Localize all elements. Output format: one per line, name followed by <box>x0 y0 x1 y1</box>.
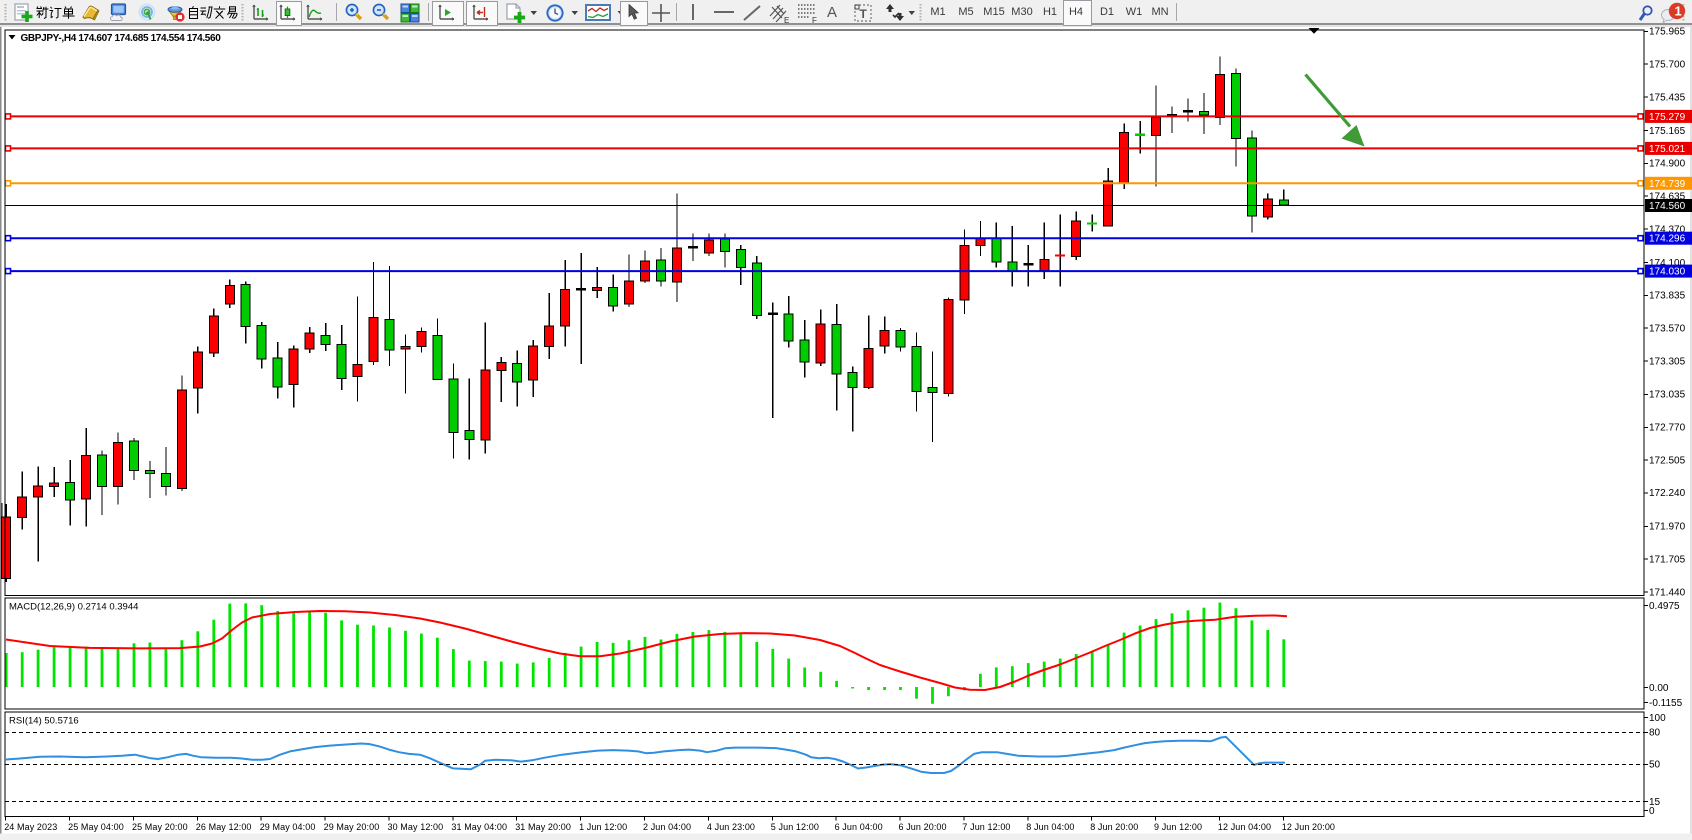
svg-text:15: 15 <box>1649 797 1661 808</box>
svg-text:1: 1 <box>1675 4 1682 19</box>
svg-text:173.835: 173.835 <box>1649 291 1686 302</box>
svg-text:F: F <box>812 16 817 24</box>
svg-text:29 May 04:00: 29 May 04:00 <box>260 822 316 832</box>
svg-text:6 Jun 20:00: 6 Jun 20:00 <box>899 822 947 832</box>
svg-text:80: 80 <box>1649 728 1661 739</box>
svg-text:24 May 2023: 24 May 2023 <box>4 822 57 832</box>
svg-text:173.570: 173.570 <box>1649 323 1686 334</box>
svg-text:2 Jun 04:00: 2 Jun 04:00 <box>643 822 691 832</box>
svg-text:50: 50 <box>1649 760 1661 771</box>
svg-text:-0.1155: -0.1155 <box>1649 698 1683 709</box>
svg-text:173.035: 173.035 <box>1649 390 1686 401</box>
svg-text:E: E <box>784 16 789 24</box>
svg-text:MACD(12,26,9) 0.2714 0.3944: MACD(12,26,9) 0.2714 0.3944 <box>9 602 138 613</box>
svg-text:175.435: 175.435 <box>1649 92 1686 103</box>
svg-text:174.030: 174.030 <box>1649 267 1686 278</box>
svg-text:174.560: 174.560 <box>1649 201 1686 212</box>
svg-text:31 May 20:00: 31 May 20:00 <box>515 822 571 832</box>
svg-text:7 Jun 12:00: 7 Jun 12:00 <box>962 822 1010 832</box>
svg-text:4 Jun 23:00: 4 Jun 23:00 <box>707 822 755 832</box>
svg-text:175.165: 175.165 <box>1649 126 1686 137</box>
svg-text:174.635: 174.635 <box>1649 192 1686 203</box>
svg-text:175.021: 175.021 <box>1649 144 1686 155</box>
svg-text:26 May 12:00: 26 May 12:00 <box>196 822 252 832</box>
svg-text:12 Jun 20:00: 12 Jun 20:00 <box>1282 822 1335 832</box>
svg-text:172.770: 172.770 <box>1649 423 1686 434</box>
svg-text:8 Jun 20:00: 8 Jun 20:00 <box>1090 822 1138 832</box>
svg-text:0.00: 0.00 <box>1649 683 1669 694</box>
svg-text:173.305: 173.305 <box>1649 356 1686 367</box>
svg-text:29 May 20:00: 29 May 20:00 <box>324 822 380 832</box>
svg-text:12 Jun 04:00: 12 Jun 04:00 <box>1218 822 1271 832</box>
svg-text:GBPJPY-,H4 174.607 174.685 17: GBPJPY-,H4 174.607 174.685 174.554 174.5… <box>21 33 222 44</box>
svg-text:8 Jun 04:00: 8 Jun 04:00 <box>1026 822 1074 832</box>
svg-text:174.370: 174.370 <box>1649 224 1686 235</box>
svg-text:175.965: 175.965 <box>1649 27 1686 38</box>
svg-text:1 Jun 12:00: 1 Jun 12:00 <box>579 822 627 832</box>
svg-text:172.240: 172.240 <box>1649 488 1686 499</box>
svg-text:30 May 12:00: 30 May 12:00 <box>388 822 444 832</box>
svg-text:171.440: 171.440 <box>1649 587 1686 598</box>
svg-text:25 May 20:00: 25 May 20:00 <box>132 822 188 832</box>
svg-text:174.739: 174.739 <box>1649 179 1686 190</box>
svg-text:172.505: 172.505 <box>1649 455 1686 466</box>
svg-text:174.296: 174.296 <box>1649 234 1686 245</box>
svg-text:175.700: 175.700 <box>1649 60 1686 71</box>
svg-text:171.970: 171.970 <box>1649 522 1686 533</box>
svg-text:174.100: 174.100 <box>1649 258 1686 269</box>
svg-text:5 Jun 12:00: 5 Jun 12:00 <box>771 822 819 832</box>
svg-text:175.279: 175.279 <box>1649 112 1686 123</box>
svg-text:171.705: 171.705 <box>1649 555 1686 566</box>
svg-text:RSI(14) 50.5716: RSI(14) 50.5716 <box>9 716 79 727</box>
svg-text:9 Jun 12:00: 9 Jun 12:00 <box>1154 822 1202 832</box>
svg-text:6 Jun 04:00: 6 Jun 04:00 <box>835 822 883 832</box>
svg-text:0: 0 <box>1649 806 1655 817</box>
svg-text:100: 100 <box>1649 713 1666 724</box>
svg-text:31 May 04:00: 31 May 04:00 <box>451 822 507 832</box>
svg-text:0.4975: 0.4975 <box>1649 601 1680 612</box>
svg-text:174.900: 174.900 <box>1649 159 1686 170</box>
svg-text:25 May 04:00: 25 May 04:00 <box>68 822 124 832</box>
svg-text:T: T <box>860 7 868 21</box>
